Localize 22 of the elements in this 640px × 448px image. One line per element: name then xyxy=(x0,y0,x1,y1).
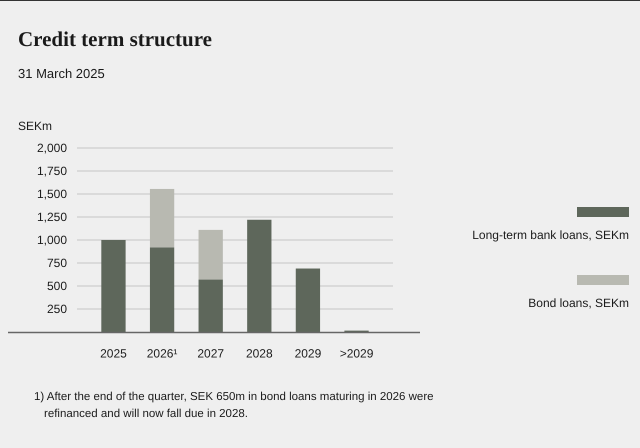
legend-label: Bond loans, SEKm xyxy=(528,296,629,310)
y-tick-label: 250 xyxy=(46,302,68,316)
y-tick-label: 2,000 xyxy=(36,140,68,155)
text: 1) After the end of the quarter, SEK 650m in bond loans maturing in 2026 were refinanced and will now fall due in 2028. xyxy=(34,391,434,420)
y-tick-label: 1,000 xyxy=(36,232,68,247)
x-tick-label: >2029 xyxy=(340,346,374,361)
x-tick-label: 2026¹ xyxy=(146,346,178,361)
y-tick-label: 1,500 xyxy=(36,186,68,201)
y-axis-title: SEKm xyxy=(18,119,52,133)
chart-title: Credit term structure xyxy=(18,27,212,51)
bar xyxy=(150,188,174,248)
x-tick-label: 2025 xyxy=(100,346,128,361)
y-tick-label: 1,250 xyxy=(36,210,68,224)
x-tick-label: 2028 xyxy=(246,346,273,361)
y-tick-label: 500 xyxy=(46,278,68,293)
x-tick-label: 2029 xyxy=(294,346,322,361)
x-tick-label: 2027 xyxy=(197,346,224,361)
y-tick-label: 750 xyxy=(46,256,68,270)
y-tick-label: 1,750 xyxy=(36,164,68,178)
bar xyxy=(198,230,223,280)
chart-subtitle: 31 March 2025 xyxy=(18,66,105,81)
legend-label: Long-term bank loans, SEKm xyxy=(472,228,629,242)
